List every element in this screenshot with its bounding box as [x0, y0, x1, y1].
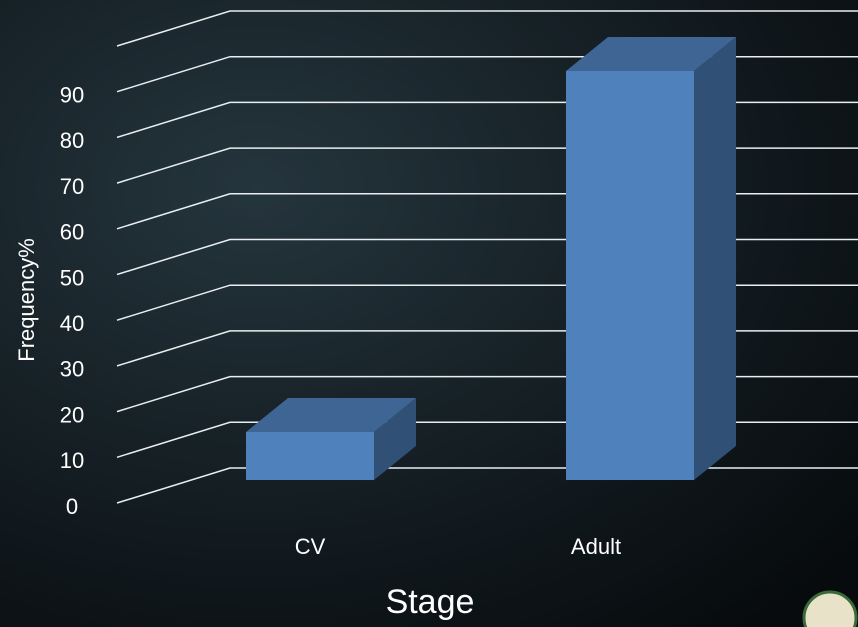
- bar-front: [566, 70, 694, 481]
- bar-side: [374, 398, 416, 480]
- x-axis-label: Stage: [386, 583, 475, 621]
- bar-side: [694, 36, 736, 481]
- y-tick-label: 70: [60, 174, 84, 199]
- y-tick-label: 20: [60, 402, 84, 427]
- bar: [566, 36, 736, 481]
- y-tick-label: 80: [60, 128, 84, 153]
- bar-front: [246, 432, 374, 480]
- y-tick-label: 60: [60, 220, 84, 245]
- plot-area: 0 10 20 30 40 50 60 70 80 90 CV Adult: [60, 10, 858, 559]
- logo: [802, 590, 858, 627]
- y-axis-label: Frequency%: [14, 238, 39, 362]
- y-tick-label: 90: [60, 83, 84, 108]
- bar-top: [566, 36, 736, 71]
- grid-line: [116, 10, 858, 47]
- x-tick-label: Adult: [571, 534, 621, 559]
- bar-top: [246, 398, 416, 433]
- y-tick-label: 0: [66, 494, 78, 519]
- y-tick-label: 30: [60, 357, 84, 382]
- y-tick-label: 40: [60, 311, 84, 336]
- y-tick-label: 10: [60, 448, 84, 473]
- x-tick-label: CV: [295, 534, 326, 559]
- y-tick-label: 50: [60, 265, 84, 290]
- bar: [246, 398, 416, 480]
